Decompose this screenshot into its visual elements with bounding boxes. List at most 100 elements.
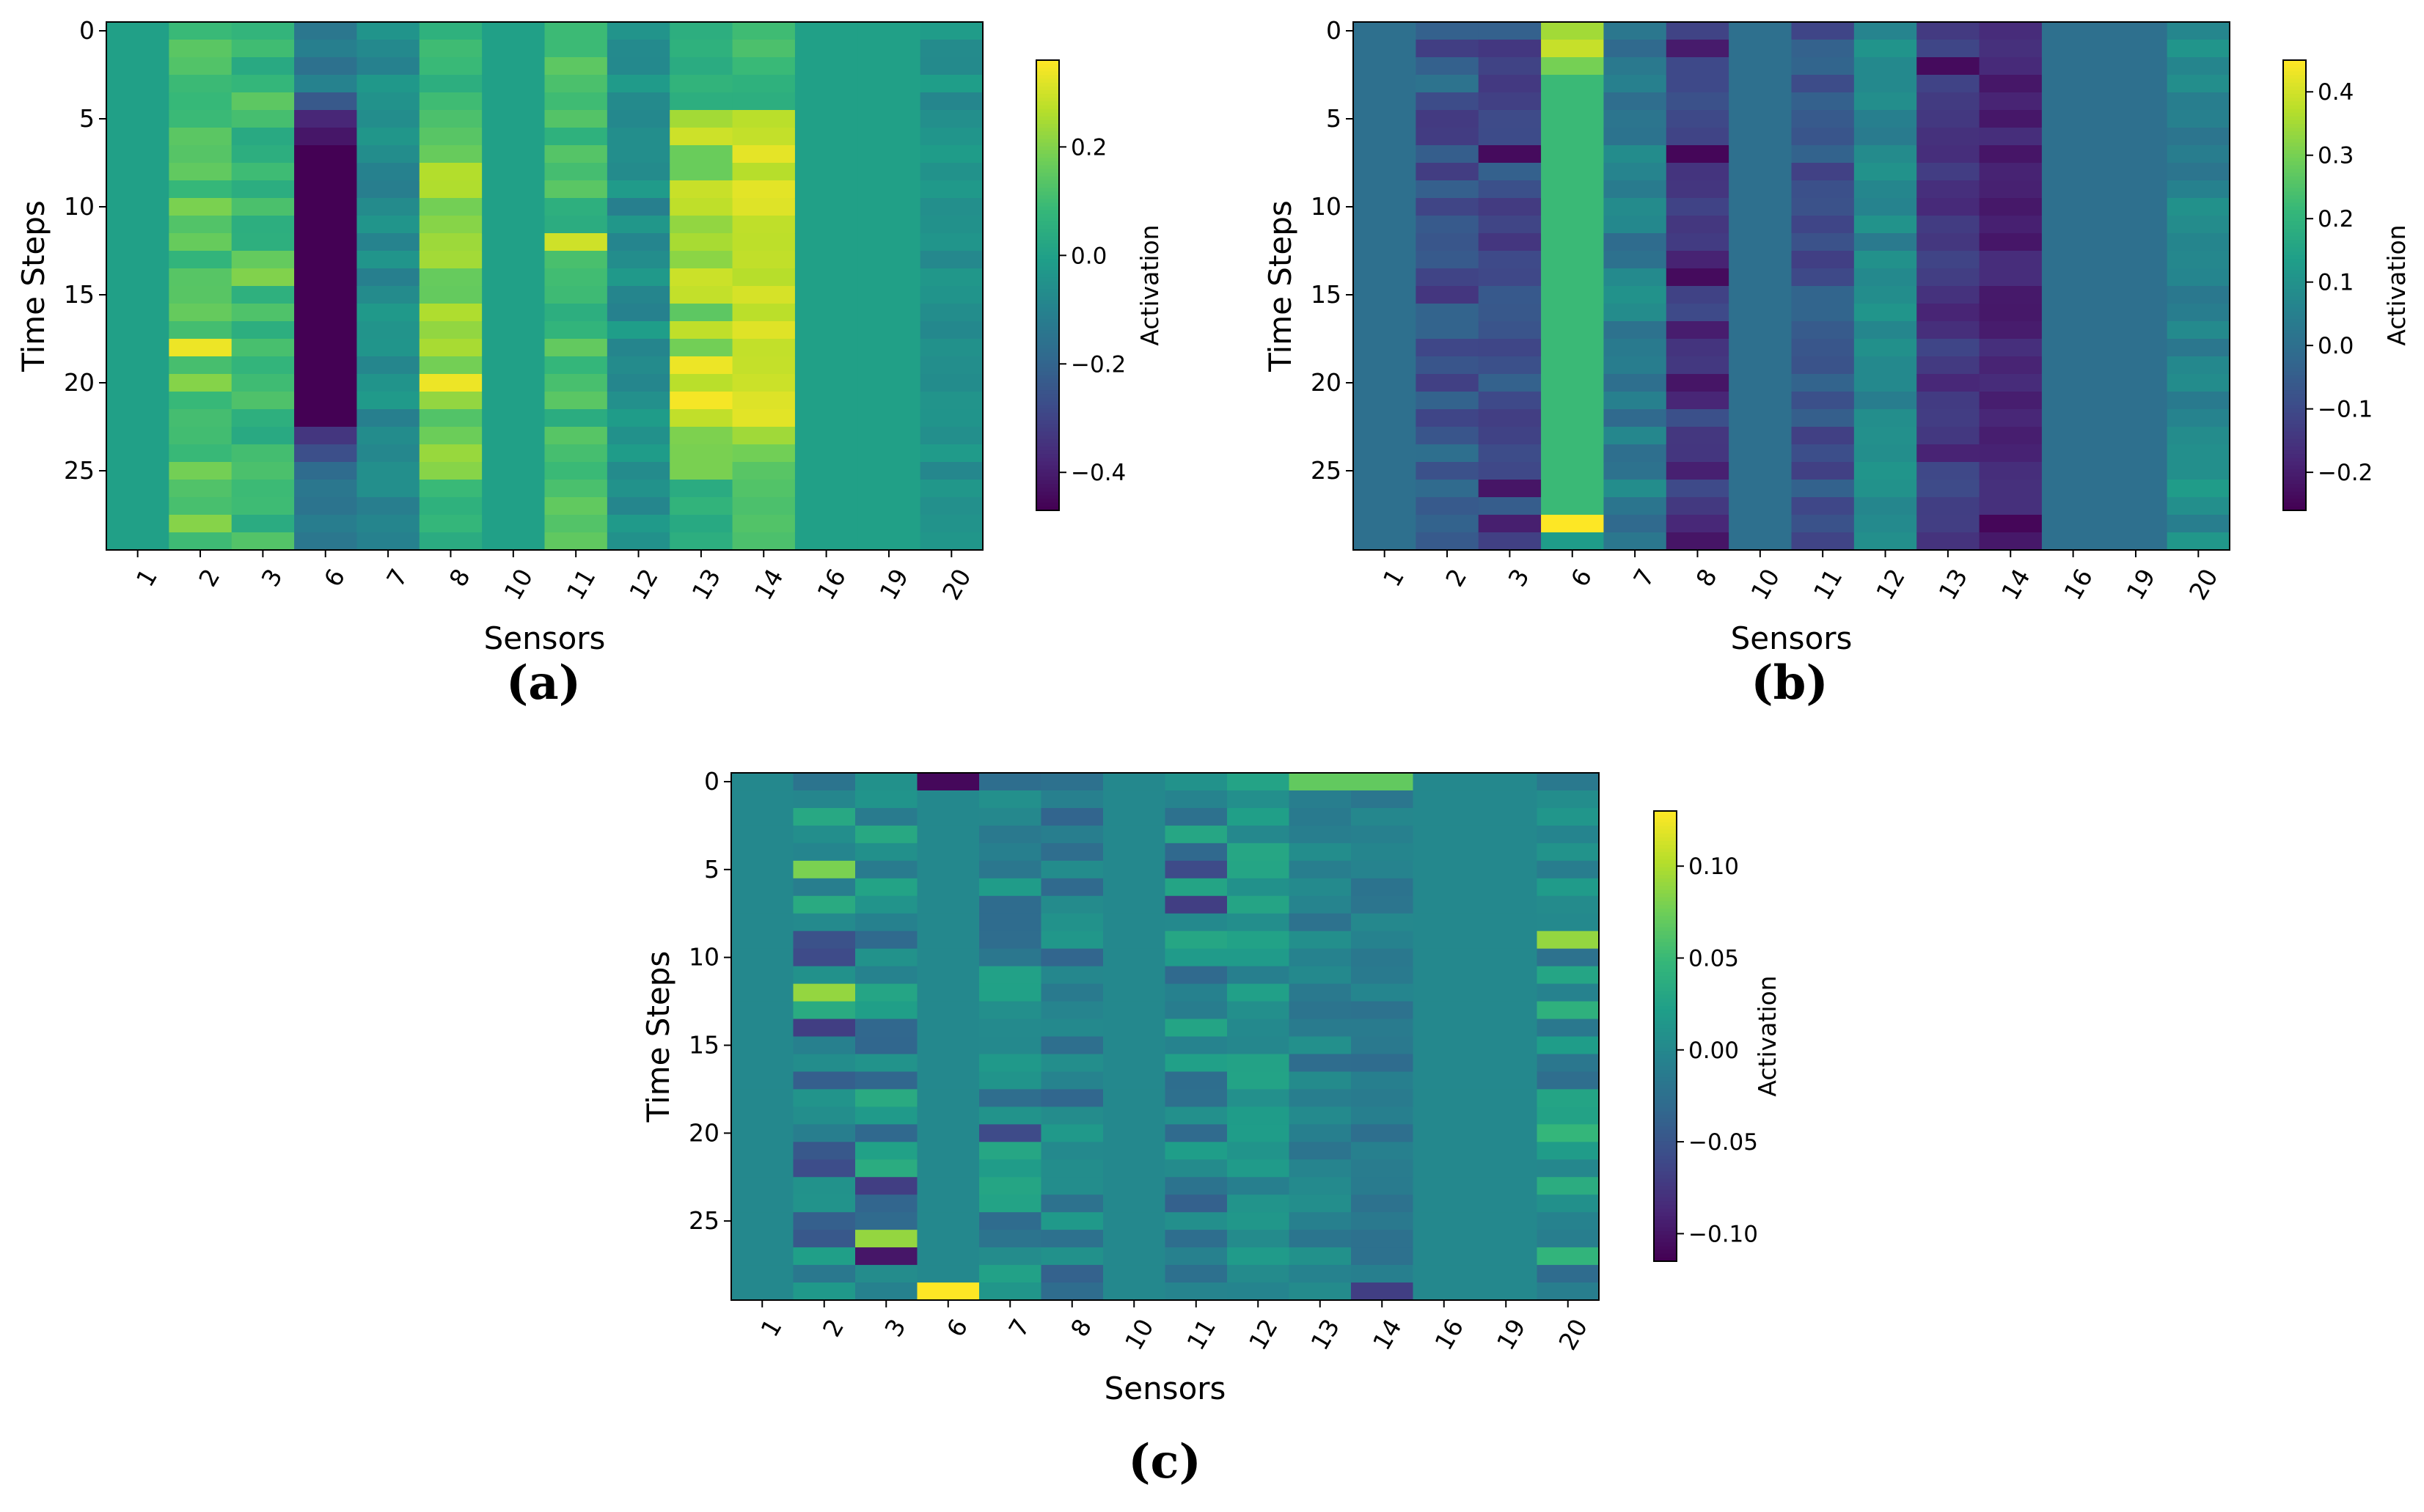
heatmap-cell	[482, 480, 546, 498]
heatmap-cell	[419, 128, 483, 146]
heatmap-cell	[294, 22, 358, 40]
heatmap-cell	[1351, 790, 1414, 809]
heatmap-cell	[855, 1177, 918, 1195]
heatmap-cell	[1416, 57, 1479, 76]
heatmap-cell	[2104, 233, 2168, 252]
colorbar-segment	[1036, 270, 1059, 275]
heatmap-cell	[1353, 515, 1416, 533]
heatmap-cell	[793, 948, 856, 967]
heatmap-cell	[2104, 92, 2168, 111]
colorbar-segment	[1654, 848, 1677, 854]
heatmap-cell	[169, 304, 232, 322]
heatmap-cell	[1541, 374, 1605, 392]
heatmap-cell	[1916, 92, 1980, 111]
heatmap-cell	[2167, 409, 2230, 427]
heatmap-cell	[2041, 216, 2105, 234]
colorbar-segment	[1036, 356, 1059, 362]
heatmap-cell	[1853, 532, 1917, 551]
heatmap-cell	[482, 515, 546, 533]
heatmap-cell	[607, 497, 670, 515]
heatmap-cell	[1729, 427, 1793, 445]
heatmap-cell	[294, 515, 358, 533]
heatmap-cell	[1475, 913, 1538, 932]
colorbar-segment	[1036, 195, 1059, 200]
heatmap-cell	[544, 339, 608, 357]
heatmap-cell	[794, 92, 858, 111]
heatmap-cell	[1791, 356, 1855, 375]
heatmap-cell	[857, 392, 921, 410]
colorbar-segment	[1654, 1021, 1677, 1026]
heatmap-cell	[169, 321, 232, 340]
heatmap-cell	[1041, 983, 1104, 1002]
heatmap-cell	[1351, 1071, 1414, 1090]
heatmap-cell	[294, 480, 358, 498]
colorbar-segment	[2283, 390, 2306, 395]
heatmap-cell	[419, 427, 483, 445]
heatmap-cell	[1537, 1089, 1600, 1107]
heatmap-cell	[1478, 268, 1542, 287]
colorbar-segment	[1036, 488, 1059, 493]
colorbar-segment	[1036, 345, 1059, 350]
heatmap-cell	[857, 22, 921, 40]
colorbar-segment	[1654, 942, 1677, 947]
colorbar-segment	[2283, 386, 2306, 392]
heatmap-cell	[1537, 1159, 1600, 1178]
heatmap-cell	[1478, 515, 1542, 533]
colorbar-segment	[1036, 225, 1059, 230]
heatmap-cell	[544, 392, 608, 410]
heatmap-cell	[793, 1142, 856, 1160]
heatmap-cell	[1103, 895, 1166, 914]
colorbar-tick-label: 0.05	[1688, 945, 1739, 972]
heatmap-cell	[917, 1019, 980, 1038]
x-tick-label: 16	[2058, 564, 2098, 605]
heatmap-cell	[1729, 40, 1793, 58]
colorbar-segment	[1654, 1006, 1677, 1010]
heatmap-cell	[1603, 304, 1667, 322]
heatmap-cell	[732, 198, 796, 216]
heatmap-cell	[1478, 286, 1542, 304]
heatmap-cell	[1289, 966, 1352, 985]
colorbar-segment	[2283, 112, 2306, 117]
colorbar-segment	[1654, 1002, 1677, 1007]
heatmap-cell	[1351, 1177, 1414, 1195]
heatmap-cell	[1353, 57, 1416, 76]
heatmap-cell	[1041, 1124, 1104, 1142]
heatmap-cell	[917, 983, 980, 1002]
colorbar-segment	[1654, 893, 1677, 898]
heatmap-cell	[855, 1124, 918, 1142]
colorbar-segment	[2283, 416, 2306, 421]
heatmap-cell	[979, 1177, 1042, 1195]
heatmap-cell	[1041, 913, 1104, 932]
colorbar-segment	[1654, 1028, 1677, 1033]
colorbar-segment	[2283, 89, 2306, 95]
heatmap-cell	[1729, 304, 1793, 322]
heatmap-cell	[1478, 480, 1542, 498]
colorbar-segment	[1036, 300, 1059, 305]
heatmap-cell	[1416, 374, 1479, 392]
heatmap-cell	[294, 40, 358, 58]
heatmap-cell	[1413, 948, 1476, 967]
colorbar-segment	[1654, 1054, 1677, 1060]
heatmap-cell	[2041, 92, 2105, 111]
heatmap-cell	[106, 497, 169, 515]
heatmap-cell	[1289, 1142, 1352, 1160]
heatmap-cell	[1853, 92, 1917, 111]
colorbar-title: Activation	[1135, 224, 1164, 345]
colorbar-segment	[1036, 412, 1059, 417]
heatmap-cell	[1791, 145, 1855, 164]
heatmap-cell	[855, 807, 918, 826]
heatmap-cell	[294, 268, 358, 287]
heatmap-cell	[1979, 286, 2043, 304]
heatmap-cell	[294, 374, 358, 392]
heatmap-cell	[482, 374, 546, 392]
heatmap-cell	[356, 22, 420, 40]
heatmap-cell	[670, 427, 733, 445]
heatmap-cell	[920, 22, 984, 40]
heatmap-cell	[356, 128, 420, 146]
heatmap-cell	[356, 233, 420, 252]
heatmap-cell	[1853, 22, 1917, 40]
heatmap-cell	[920, 198, 984, 216]
colorbar-segment	[1654, 1092, 1677, 1097]
heatmap-cell	[732, 497, 796, 515]
colorbar-segment	[1036, 243, 1059, 249]
